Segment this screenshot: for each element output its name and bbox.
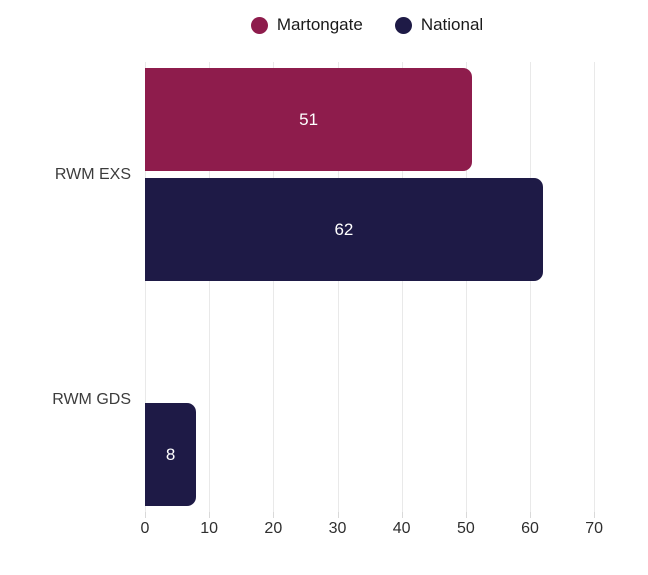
gridline <box>337 62 339 512</box>
legend-swatch-icon <box>250 16 268 34</box>
legend-item-national[interactable]: National <box>394 15 484 35</box>
legend-item-martongate[interactable]: Martongate <box>250 15 363 35</box>
bar-national-rwm-gds[interactable]: 8 <box>145 403 197 506</box>
plot-area: 51 62 8 <box>145 62 648 512</box>
axis-tick <box>337 512 339 518</box>
axis-tick <box>401 512 403 518</box>
bar-value-label: 8 <box>165 444 176 464</box>
axis-tick <box>594 512 596 518</box>
gridline <box>465 62 467 512</box>
legend-label: National <box>420 15 484 34</box>
x-tick-label: 10 <box>200 520 219 537</box>
x-tick-label: 0 <box>140 520 150 537</box>
bar-value-label: 62 <box>334 219 354 239</box>
chart-legend: Martongate National <box>86 15 648 35</box>
gridline <box>273 62 275 512</box>
gridline <box>401 62 403 512</box>
axis-tick <box>465 512 467 518</box>
bar-value-label: 51 <box>299 109 319 129</box>
x-tick-label: 20 <box>264 520 283 537</box>
bar-national-rwm-exs[interactable]: 62 <box>145 178 543 281</box>
bar-martongate-rwm-exs[interactable]: 51 <box>145 68 473 171</box>
gridline <box>209 62 211 512</box>
gridline <box>594 62 596 512</box>
legend-label: Martongate <box>276 15 363 34</box>
axis-tick <box>273 512 275 518</box>
axis-tick <box>209 512 211 518</box>
axis-tick <box>530 512 532 518</box>
category-label-rwm-exs: RWM EXS <box>54 165 131 183</box>
x-tick-label: 60 <box>521 520 539 537</box>
category-label-rwm-gds: RWM GDS <box>52 390 131 408</box>
x-tick-label: 40 <box>392 520 411 537</box>
gridline <box>530 62 532 512</box>
legend-swatch-icon <box>394 16 412 34</box>
axis-tick <box>145 512 146 518</box>
gridline <box>145 62 146 512</box>
x-tick-label: 70 <box>585 520 604 537</box>
x-tick-label: 30 <box>328 520 347 537</box>
x-tick-label: 50 <box>456 520 475 537</box>
